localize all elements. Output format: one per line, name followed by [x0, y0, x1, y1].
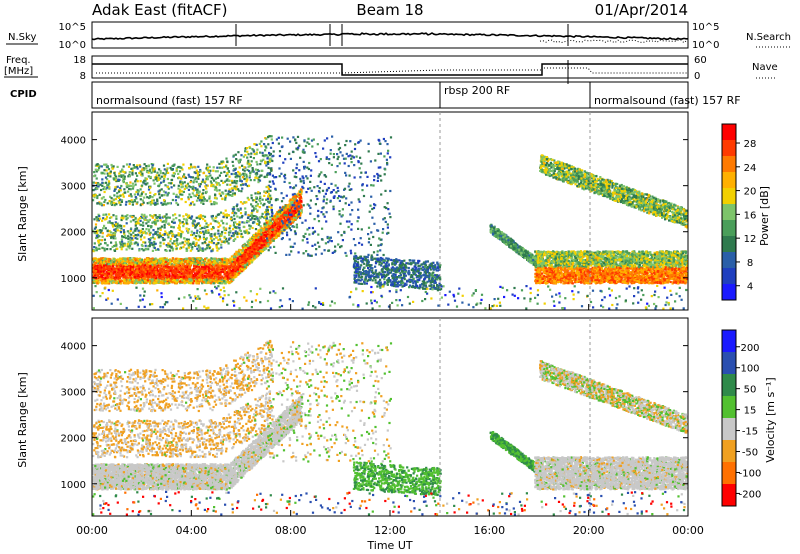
station-title: Adak East (fitACF) [92, 1, 227, 19]
beam-title: Beam 18 [356, 1, 423, 19]
freq-left-tick-top: 18 [73, 55, 86, 66]
nsky-label: N.Sky [8, 32, 36, 43]
scatter-cell [195, 265, 197, 267]
radar-summary-figure: Adak East (fitACF) Beam 18 01/Apr/2014 N… [0, 0, 800, 554]
nsky-left-tick-top: 10^5 [59, 22, 86, 33]
freq-trace [92, 60, 688, 84]
date-title: 01/Apr/2014 [595, 1, 688, 19]
scatter-cell [210, 257, 212, 259]
freq-label: Freq. [6, 55, 31, 66]
nsky-line [92, 33, 688, 40]
nsky-right-tick-bottom: 10^0 [692, 40, 719, 51]
freq-unit: [MHz] [4, 66, 33, 77]
nave-label: Nave [752, 62, 778, 73]
nsky-right-tick-top: 10^5 [692, 22, 719, 33]
nsearch-label: N.Search [746, 32, 791, 43]
nave-right-tick-bottom: 0 [694, 71, 700, 82]
nave-right-tick-top: 60 [694, 55, 707, 66]
nsky-left-tick-bottom: 10^0 [59, 40, 86, 51]
cpid-segment-2: rbsp 200 RF [444, 84, 510, 97]
power-scatter [92, 135, 688, 310]
cpid-segment-1: normalsound (fast) 157 RF [96, 94, 243, 107]
nsearch-line [540, 40, 687, 43]
scatter-cell [163, 265, 165, 267]
scatter-cell [205, 270, 207, 272]
freq-left-tick-bottom: 8 [80, 71, 86, 82]
cpid-label: CPID [10, 89, 37, 100]
nsky-trace [92, 24, 688, 46]
nave-line [96, 68, 688, 73]
cpid-segment-3: normalsound (fast) 157 RF [594, 94, 741, 107]
